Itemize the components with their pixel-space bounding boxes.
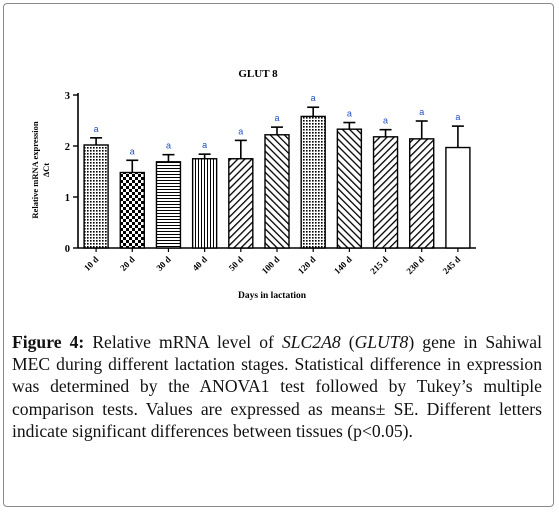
y-axis-label-line2: ΔCt (41, 163, 51, 177)
x-tick-label: 140 d (332, 254, 354, 276)
x-tick-label: 215 d (368, 254, 390, 276)
significance-letter: a (455, 112, 460, 122)
x-tick-label: 100 d (260, 254, 282, 276)
bar (264, 134, 290, 249)
caption-gene-2: GLUT8 (354, 332, 409, 352)
bar (228, 158, 254, 249)
chart-title: GLUT 8 (238, 68, 278, 80)
caption-gene-1: SLC2A8 (281, 332, 341, 352)
bar (372, 136, 399, 249)
significance-letter: a (274, 113, 279, 123)
x-tick-label: 10 d (82, 254, 101, 273)
plot-area: 0 1 2 3 a 10 d a 20 d a 30 d a 40 d a 50 d a 100 d a 120 … (65, 91, 476, 276)
caption-text-2: ( (340, 332, 355, 352)
significance-letter: a (347, 109, 352, 119)
significance-letter: a (130, 146, 135, 156)
figure-caption: Figure 4: Relative mRNA level of SLC2A8 … (12, 331, 542, 442)
x-tick-label: 20 d (118, 254, 137, 273)
figure-frame (3, 3, 554, 507)
y-tick-label: 1 (65, 193, 70, 204)
x-tick-label: 50 d (227, 254, 246, 273)
x-tick-label: 40 d (190, 254, 209, 273)
x-tick-label: 230 d (404, 254, 426, 276)
bar (445, 146, 471, 249)
significance-letter: a (419, 107, 424, 117)
caption-label: Figure 4: (12, 332, 85, 352)
y-axis-label: Relative mRNA expression ΔCt (30, 121, 51, 218)
bar (191, 158, 218, 249)
significance-letter: a (166, 141, 171, 151)
y-tick-label: 0 (65, 244, 70, 255)
significance-letter: a (383, 116, 388, 126)
x-tick-label: 30 d (154, 254, 173, 273)
y-tick-label: 3 (65, 91, 70, 102)
x-axis-label: Days in lactation (238, 291, 307, 301)
bar (336, 128, 363, 249)
significance-letter: a (94, 124, 99, 134)
bar (83, 144, 109, 249)
bar-chart: GLUT 8 Relative mRNA expression ΔCt Days… (30, 68, 476, 301)
x-tick-label: 245 d (441, 254, 463, 276)
x-tick-label: 120 d (296, 254, 318, 276)
significance-letter: a (202, 140, 207, 150)
bar (155, 161, 182, 249)
y-axis-label-line1: Relative mRNA expression (30, 121, 40, 218)
caption-text-3: ) gene in Sahiwal MEC during different l… (12, 332, 542, 441)
caption-text-1: Relative mRNA level of (84, 332, 282, 352)
bar (409, 138, 435, 249)
significance-letter: a (238, 126, 243, 136)
y-tick-label: 2 (65, 142, 70, 153)
significance-letter: a (311, 93, 316, 103)
bar (300, 115, 326, 249)
bar (119, 171, 145, 249)
